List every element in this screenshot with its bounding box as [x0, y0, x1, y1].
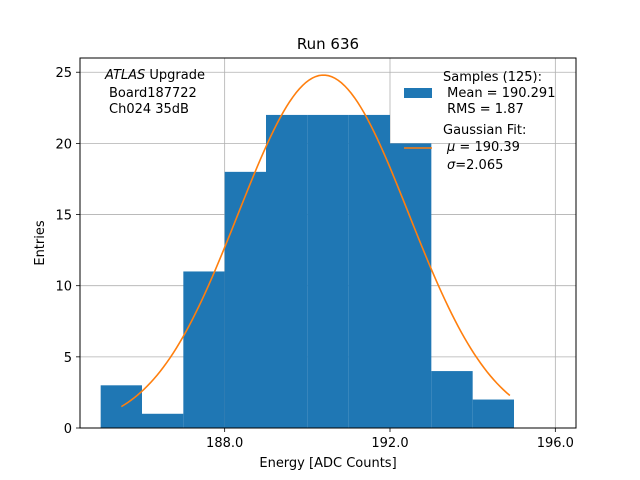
annotation-atlas: ATLAS: [104, 68, 145, 83]
legend-fit-mu: μ = 190.39: [446, 140, 520, 155]
annotation-upgrade: Upgrade: [145, 68, 205, 83]
histogram-bars: [100, 114, 514, 428]
y-tick-label: 5: [64, 351, 72, 366]
legend-mu-symbol: μ: [446, 140, 455, 155]
annotation-line-2: Board187722: [109, 86, 197, 101]
histogram-bar: [224, 171, 266, 428]
legend-fit-sigma: σ=2.065: [447, 158, 503, 173]
legend-sigma-symbol: σ: [447, 158, 456, 173]
x-tick-label: 188.0: [206, 436, 243, 451]
plot-frame: [79, 57, 577, 429]
histogram-bar: [100, 385, 142, 428]
y-tick-label: 20: [55, 137, 72, 152]
axis-ticks: 0 5 10 15 20 25 188.0 192.0 196.0: [55, 66, 573, 451]
y-tick-label: 0: [64, 422, 72, 437]
plot-annotation: ATLAS Upgrade Board187722 Ch024 35dB: [104, 68, 205, 117]
annotation-line-1: ATLAS Upgrade: [104, 68, 205, 83]
histogram-bar: [390, 143, 432, 428]
histogram-bar: [183, 271, 225, 428]
legend-fit-label: Gaussian Fit:: [443, 123, 526, 138]
histogram-bar: [142, 413, 184, 428]
legend-hist-mean: Mean = 190.291: [443, 86, 555, 101]
gaussian-fit-curve: [120, 74, 511, 408]
chart-title: Run 636: [297, 35, 359, 53]
y-tick-label: 15: [55, 209, 72, 224]
histogram-bar: [307, 114, 349, 428]
legend-sigma-value: =2.065: [455, 158, 503, 173]
histogram-bar: [348, 114, 390, 428]
legend-hist-rms: RMS = 1.87: [443, 102, 524, 117]
histogram-bar: [431, 371, 473, 428]
x-axis-label: Energy [ADC Counts]: [259, 456, 396, 471]
legend-mu-value: = 190.39: [455, 140, 520, 155]
x-tick-label: 196.0: [537, 436, 574, 451]
histogram-bar: [472, 399, 514, 428]
legend-hist-swatch: [404, 88, 432, 98]
legend: Samples (125): Mean = 190.291 RMS = 1.87…: [404, 70, 555, 173]
y-axis-label: Entries: [33, 220, 48, 266]
legend-hist-label: Samples (125):: [443, 70, 542, 85]
gaussian-fit: [120, 74, 511, 408]
annotation-line-3: Ch024 35dB: [109, 102, 189, 117]
x-tick-label: 192.0: [371, 436, 408, 451]
histogram-bar: [266, 114, 308, 428]
y-tick-label: 25: [55, 66, 72, 81]
y-tick-label: 10: [55, 280, 72, 295]
